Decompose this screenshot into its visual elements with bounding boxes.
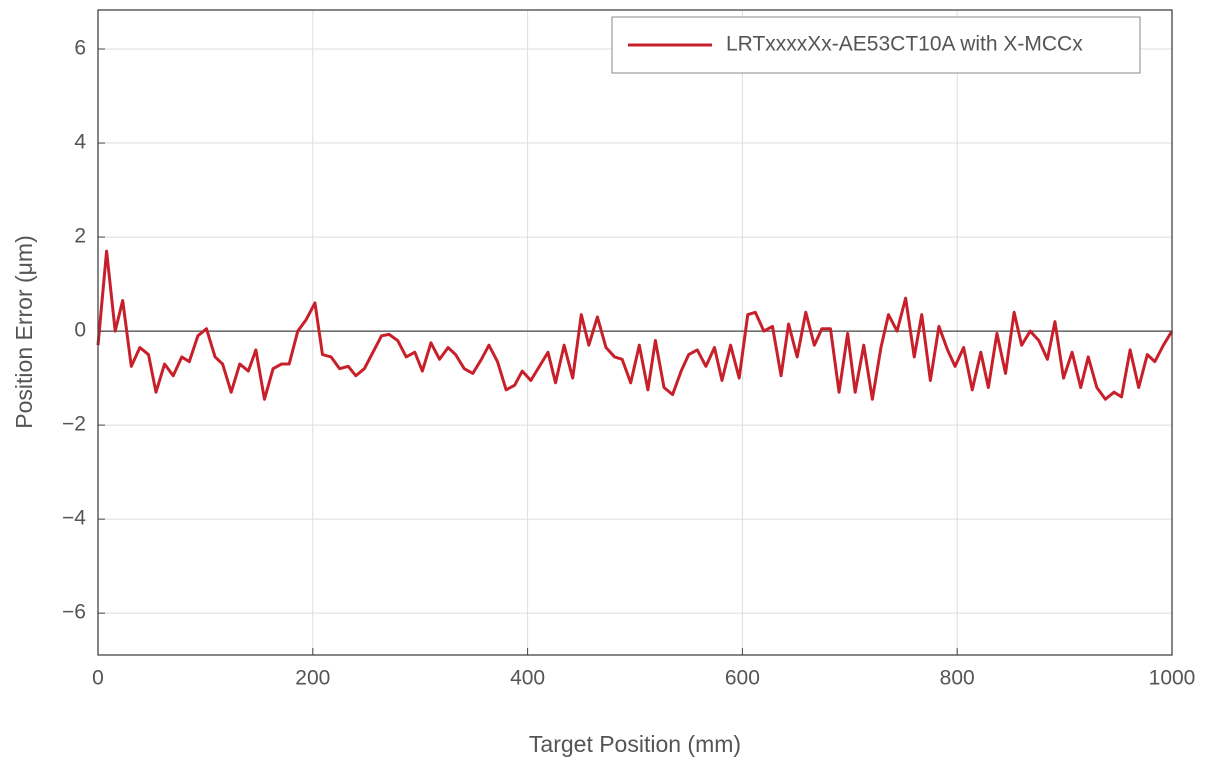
y-tick-label: −2 <box>62 413 86 436</box>
y-tick-label: 4 <box>74 131 86 154</box>
y-axis-label: Position Error (μm) <box>11 235 37 428</box>
x-tick-label: 0 <box>92 667 104 690</box>
x-tick-label: 800 <box>940 667 975 690</box>
y-tick-label: 6 <box>74 37 86 60</box>
x-tick-label: 600 <box>725 667 760 690</box>
data-line <box>96 249 1174 401</box>
legend-label: LRTxxxxXx-AE53CT10A with X-MCCx <box>726 33 1083 56</box>
y-tick-label: −6 <box>62 601 86 624</box>
y-tick-label: 2 <box>74 225 86 248</box>
x-tick-label: 1000 <box>1149 667 1196 690</box>
plot-frame <box>97 9 1173 656</box>
y-tick-label: −4 <box>62 507 86 530</box>
y-tick-label: 0 <box>74 319 86 342</box>
x-axis-label: Target Position (mm) <box>529 731 741 757</box>
x-tick-label: 400 <box>510 667 545 690</box>
x-tick-label: 200 <box>295 667 330 690</box>
